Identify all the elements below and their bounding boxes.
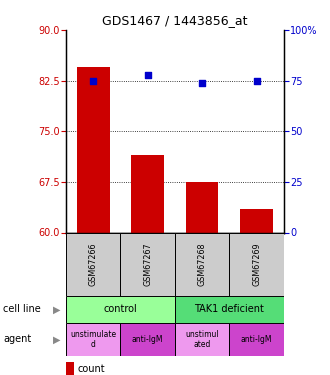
Bar	[229, 232, 284, 296]
Text: GSM67266: GSM67266	[89, 243, 98, 286]
Bar	[120, 322, 175, 356]
Bar	[120, 232, 175, 296]
Text: anti-IgM: anti-IgM	[132, 335, 163, 344]
Bar	[66, 296, 175, 322]
Point	[199, 80, 205, 86]
Bar	[229, 322, 284, 356]
Bar	[131, 155, 164, 232]
Text: count: count	[78, 364, 105, 374]
Title: GDS1467 / 1443856_at: GDS1467 / 1443856_at	[102, 15, 248, 27]
Bar	[186, 182, 218, 232]
Bar	[175, 296, 284, 322]
Text: unstimulate
d: unstimulate d	[70, 330, 116, 349]
Bar	[240, 209, 273, 232]
Text: GSM67269: GSM67269	[252, 243, 261, 286]
Text: TAK1 deficient: TAK1 deficient	[194, 304, 264, 314]
Point	[254, 78, 259, 84]
Bar	[66, 232, 120, 296]
Text: unstimul
ated: unstimul ated	[185, 330, 219, 349]
Bar	[66, 322, 120, 356]
Point	[145, 72, 150, 78]
Text: ▶: ▶	[53, 304, 60, 314]
Text: anti-IgM: anti-IgM	[241, 335, 272, 344]
Text: GSM67268: GSM67268	[198, 243, 207, 286]
Text: cell line: cell line	[3, 304, 41, 314]
Text: ▶: ▶	[53, 334, 60, 344]
Text: control: control	[104, 304, 137, 314]
Bar	[175, 232, 229, 296]
Point	[90, 78, 96, 84]
Text: GSM67267: GSM67267	[143, 243, 152, 286]
Text: agent: agent	[3, 334, 32, 344]
Bar	[175, 322, 229, 356]
Bar	[77, 67, 110, 232]
